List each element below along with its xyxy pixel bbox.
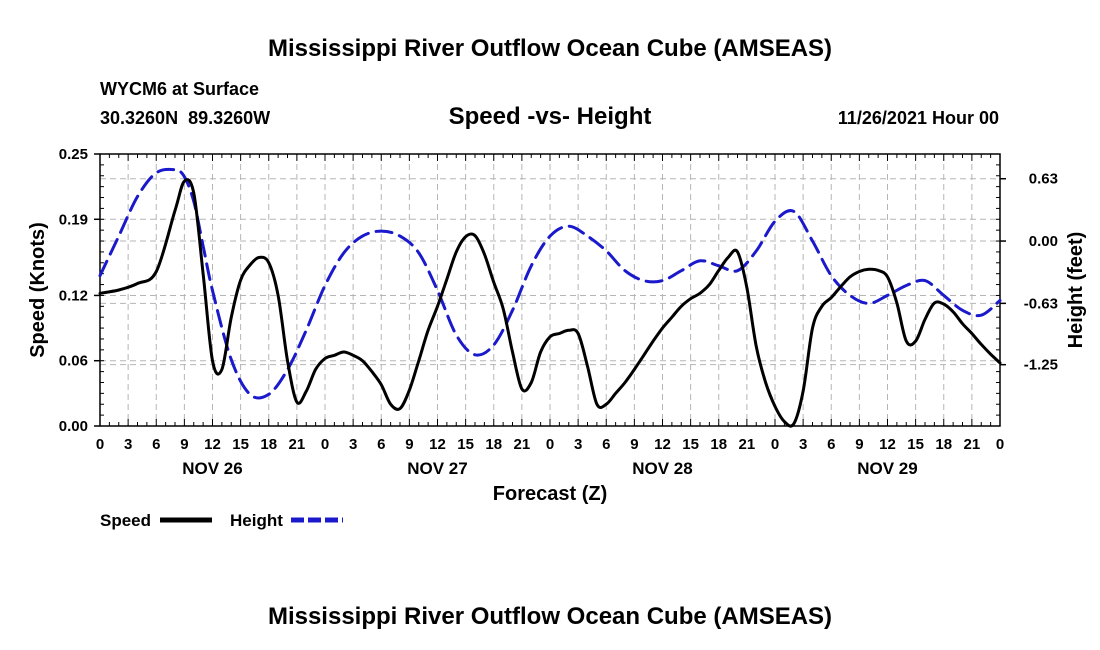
station-label: WYCM6 at Surface <box>100 79 259 99</box>
x-tick-label: 6 <box>602 436 610 453</box>
minor-ticks <box>99 153 1001 427</box>
x-tick-label: 15 <box>907 436 924 453</box>
x-tick-label: 12 <box>429 436 446 453</box>
x-tick-label: 0 <box>996 436 1004 453</box>
x-tick-label: 12 <box>654 436 671 453</box>
footer-title: Mississippi River Outflow Ocean Cube (AM… <box>268 603 832 630</box>
left-tick-label: 0.19 <box>59 211 88 228</box>
x-tick-label: 9 <box>855 436 863 453</box>
left-tick-label: 0.25 <box>59 146 88 163</box>
day-label: NOV 28 <box>632 459 692 478</box>
left-tick-label: 0.06 <box>59 353 88 370</box>
x-tick-label: 12 <box>204 436 221 453</box>
right-tick-label: 0.63 <box>1029 171 1058 188</box>
left-axis-ticks: 0.00 0.06 0.12 0.19 0.25 <box>59 146 100 435</box>
x-tick-label: 15 <box>457 436 474 453</box>
x-tick-label: 21 <box>514 436 531 453</box>
y-axis-label-right: Height (feet) <box>1065 232 1087 349</box>
x-tick-label: 6 <box>827 436 835 453</box>
left-tick-label: 0.00 <box>59 418 88 435</box>
speed-series-line <box>98 178 1002 428</box>
y-axis-label-left: Speed (Knots) <box>27 222 49 358</box>
x-tick-label: 0 <box>321 436 329 453</box>
coordinates-label: 30.3260N 89.3260W <box>100 108 270 128</box>
x-tick-label: 0 <box>771 436 779 453</box>
x-tick-label: 15 <box>232 436 249 453</box>
x-tick-label: 3 <box>574 436 582 453</box>
x-tick-label: 21 <box>739 436 756 453</box>
series-layer <box>98 167 1002 428</box>
x-tick-label: 15 <box>682 436 699 453</box>
x-tick-label: 9 <box>180 436 188 453</box>
x-axis-label: Forecast (Z) <box>493 483 607 505</box>
x-tick-label: 18 <box>710 436 727 453</box>
x-tick-label: 18 <box>485 436 502 453</box>
chart-subtitle: Speed -vs- Height <box>449 103 652 130</box>
x-tick-label: 3 <box>124 436 132 453</box>
left-tick-label: 0.12 <box>59 287 88 304</box>
day-label: NOV 29 <box>857 459 917 478</box>
x-tick-label: 6 <box>152 436 160 453</box>
day-labels: NOV 26 NOV 27 NOV 28 NOV 29 <box>182 459 917 478</box>
legend-height-label: Height <box>230 511 283 530</box>
x-tick-label: 18 <box>935 436 952 453</box>
x-tick-label: 9 <box>630 436 638 453</box>
right-tick-label: -0.63 <box>1024 295 1058 312</box>
x-tick-label: 18 <box>260 436 277 453</box>
legend: Speed Height <box>100 511 343 530</box>
chart-title: Mississippi River Outflow Ocean Cube (AM… <box>268 35 832 62</box>
x-tick-label: 0 <box>96 436 104 453</box>
height-series-line <box>98 167 1002 400</box>
day-label: NOV 27 <box>407 459 467 478</box>
right-tick-label: 0.00 <box>1029 233 1058 250</box>
x-tick-label: 3 <box>799 436 807 453</box>
x-tick-label: 3 <box>349 436 357 453</box>
date-label: 11/26/2021 Hour 00 <box>838 108 999 128</box>
grid <box>100 154 1000 426</box>
x-tick-label: 21 <box>964 436 981 453</box>
x-axis-ticks: 0 3 6 9 12 15 18 21 0 3 6 9 12 15 18 21 0 3 6 9 12 15 18 21 0 3 6 9… <box>96 436 1004 453</box>
legend-speed-label: Speed <box>100 511 151 530</box>
x-tick-label: 0 <box>546 436 554 453</box>
x-tick-label: 12 <box>879 436 896 453</box>
x-tick-label: 21 <box>289 436 306 453</box>
right-axis-ticks: -1.25 -0.63 0.00 0.63 <box>1000 171 1058 374</box>
x-tick-label: 9 <box>405 436 413 453</box>
day-label: NOV 26 <box>182 459 242 478</box>
right-tick-label: -1.25 <box>1024 357 1058 374</box>
x-tick-label: 6 <box>377 436 385 453</box>
